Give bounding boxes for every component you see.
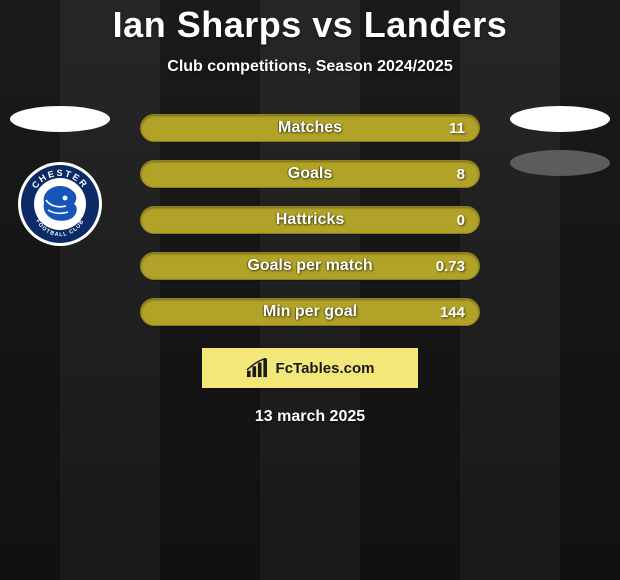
subtitle: Club competitions, Season 2024/2025 — [167, 58, 452, 76]
stat-row-label: Hattricks — [141, 211, 479, 229]
stat-row-label: Matches — [141, 119, 479, 137]
stat-row: Min per goal144 — [140, 298, 480, 326]
page-title: Ian Sharps vs Landers — [113, 4, 508, 46]
right-flag-2-icon — [510, 150, 610, 176]
stat-row-label: Goals — [141, 165, 479, 183]
stat-row: Goals per match0.73 — [140, 252, 480, 280]
stat-rows: Matches11 Goals8 Hattricks0 Goals per match… — [140, 114, 480, 326]
stat-row-value: 144 — [440, 304, 465, 321]
stat-row-value: 0 — [457, 212, 465, 229]
stat-row: Goals8 — [140, 160, 480, 188]
stat-row: Matches11 — [140, 114, 480, 142]
date-text: 13 march 2025 — [255, 408, 365, 426]
attribution-text: FcTables.com — [276, 360, 375, 377]
barchart-icon — [246, 358, 268, 378]
left-flag-icon — [10, 106, 110, 132]
right-flag-1-icon — [510, 106, 610, 132]
left-player-side: CHESTER FOOTBALL CLUB — [10, 106, 110, 246]
right-player-side — [510, 106, 610, 176]
content-root: Ian Sharps vs Landers Club competitions,… — [0, 0, 620, 580]
comparison-stage: CHESTER FOOTBALL CLUB Matches11 Goals8 Hat… — [0, 114, 620, 326]
stat-row-label: Min per goal — [141, 303, 479, 321]
stat-row-value: 0.73 — [436, 258, 465, 275]
stat-row-label: Goals per match — [141, 257, 479, 275]
stat-row-value: 8 — [457, 166, 465, 183]
left-club-badge-icon: CHESTER FOOTBALL CLUB — [18, 162, 102, 246]
stat-row: Hattricks0 — [140, 206, 480, 234]
attribution-badge: FcTables.com — [202, 348, 418, 388]
stat-row-value: 11 — [449, 120, 465, 137]
